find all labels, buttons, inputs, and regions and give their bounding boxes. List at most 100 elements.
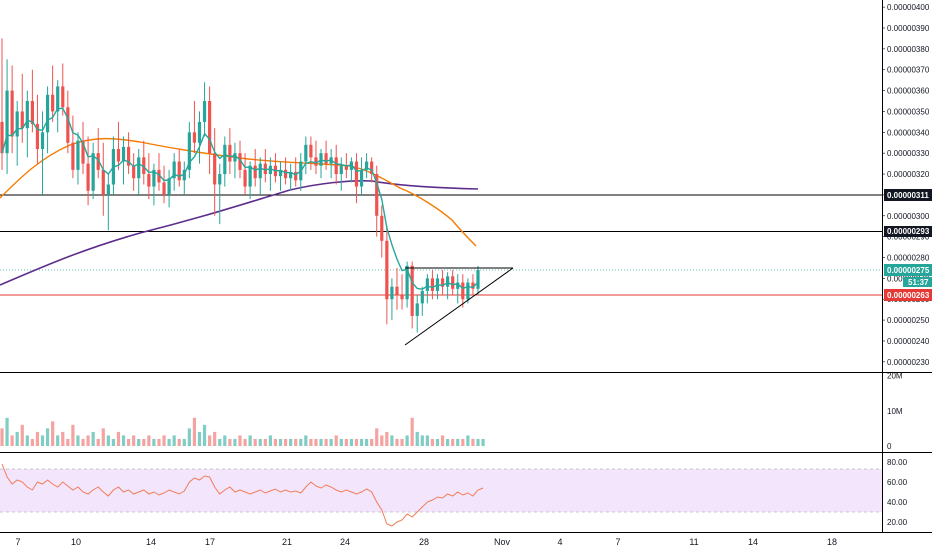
volume-bar <box>86 435 90 446</box>
volume-bar <box>359 438 364 446</box>
time-tick-label: 28 <box>419 537 429 547</box>
volume-bar <box>96 438 100 446</box>
volume-bar <box>446 438 450 446</box>
time-axis[interactable]: 7 10 14 17 21 24 28 Nov 4 7 11 14 18 <box>15 537 837 547</box>
volume-bar <box>15 431 19 446</box>
time-tick-label: 18 <box>827 537 837 547</box>
volume-bar <box>45 428 50 446</box>
volume-bar <box>273 438 278 446</box>
candle <box>172 153 176 191</box>
candle <box>324 140 328 170</box>
candle <box>253 149 257 187</box>
candle <box>152 163 156 206</box>
volume-bar <box>81 438 85 446</box>
candle <box>471 274 475 296</box>
candle <box>142 140 146 185</box>
ascending-triangle-pattern[interactable] <box>404 267 514 346</box>
candle <box>81 121 85 175</box>
rsi-pane[interactable] <box>0 463 882 527</box>
candle <box>86 136 90 206</box>
volume-bar <box>349 438 354 446</box>
rsi-tick-label: 40.00 <box>887 498 908 507</box>
price-tag-263: 0.00000263 <box>884 289 932 301</box>
volume-bar <box>319 438 323 446</box>
volume-bar <box>25 435 29 446</box>
svg-text:0.00000293: 0.00000293 <box>887 227 930 236</box>
ma-200-line <box>0 180 479 286</box>
svg-text:0.00000275: 0.00000275 <box>887 266 930 275</box>
rsi-tick-label: 80.00 <box>887 458 908 467</box>
price-tick-label: 0.00000230 <box>887 358 930 367</box>
candle <box>51 65 55 122</box>
candle <box>430 270 435 300</box>
candle <box>329 149 333 179</box>
time-tick-label: 21 <box>282 537 292 547</box>
candle <box>380 205 384 258</box>
rsi-band <box>0 469 882 512</box>
volume-bar <box>395 438 399 446</box>
candle <box>177 149 181 187</box>
volume-bar <box>177 438 181 446</box>
candle <box>20 73 24 143</box>
candle <box>461 274 465 308</box>
volume-bar <box>121 435 126 446</box>
time-tick-label: Nov <box>494 537 511 547</box>
volume-pane[interactable] <box>0 417 485 446</box>
candle <box>415 295 419 333</box>
volume-bar <box>0 428 4 446</box>
volume-bar <box>228 438 232 446</box>
volume-bar <box>202 424 207 446</box>
candle <box>197 111 202 164</box>
candle <box>359 157 364 195</box>
price-pane[interactable] <box>0 38 882 346</box>
volume-bar <box>339 438 343 446</box>
volume-bar <box>238 435 242 446</box>
candle <box>420 286 424 316</box>
candle <box>354 153 359 204</box>
ema-line <box>1 107 479 290</box>
time-tick-label: 7 <box>615 537 620 547</box>
volume-bar <box>375 428 379 446</box>
time-tick-label: 10 <box>71 537 81 547</box>
candle <box>390 278 394 321</box>
price-tick-label: 0.00000350 <box>887 107 930 116</box>
volume-bar <box>167 438 171 446</box>
price-tick-label: 0.00000250 <box>887 316 930 325</box>
volume-bar <box>208 435 212 446</box>
candle <box>56 80 60 133</box>
volume-axis[interactable]: 0 10M 20M <box>887 372 903 451</box>
candle <box>101 142 105 216</box>
volume-bar <box>192 417 197 446</box>
volume-bar <box>364 438 369 446</box>
volume-bar <box>132 435 136 446</box>
candle <box>309 136 313 170</box>
candle <box>0 38 4 170</box>
candle <box>278 161 283 191</box>
price-tag-311: 0.00000311 <box>884 189 932 201</box>
candle <box>385 226 389 325</box>
volume-bar <box>243 438 247 446</box>
candle <box>192 101 197 154</box>
time-tick-label: 4 <box>557 537 562 547</box>
volume-bar <box>20 424 24 446</box>
volume-bar <box>5 417 9 446</box>
candle <box>283 157 288 185</box>
candle <box>61 63 65 116</box>
candle <box>339 157 343 191</box>
price-tick-label: 0.00000300 <box>887 212 930 221</box>
price-axis[interactable]: 0.000002300.000002400.000002500.00000260… <box>882 3 930 367</box>
candle <box>91 142 95 200</box>
volume-bar <box>126 438 131 446</box>
candle <box>147 153 151 200</box>
candle <box>10 65 14 154</box>
time-tick-label: 14 <box>146 537 156 547</box>
volume-tick-label: 10M <box>887 407 903 416</box>
volume-bar <box>451 438 455 446</box>
candle <box>400 274 404 310</box>
candle <box>137 149 141 195</box>
price-tick-label: 0.00000280 <box>887 254 930 263</box>
volume-bar <box>390 435 394 446</box>
rsi-axis[interactable]: 20.00 40.00 60.00 80.00 <box>887 458 908 527</box>
volume-bar <box>56 435 60 446</box>
